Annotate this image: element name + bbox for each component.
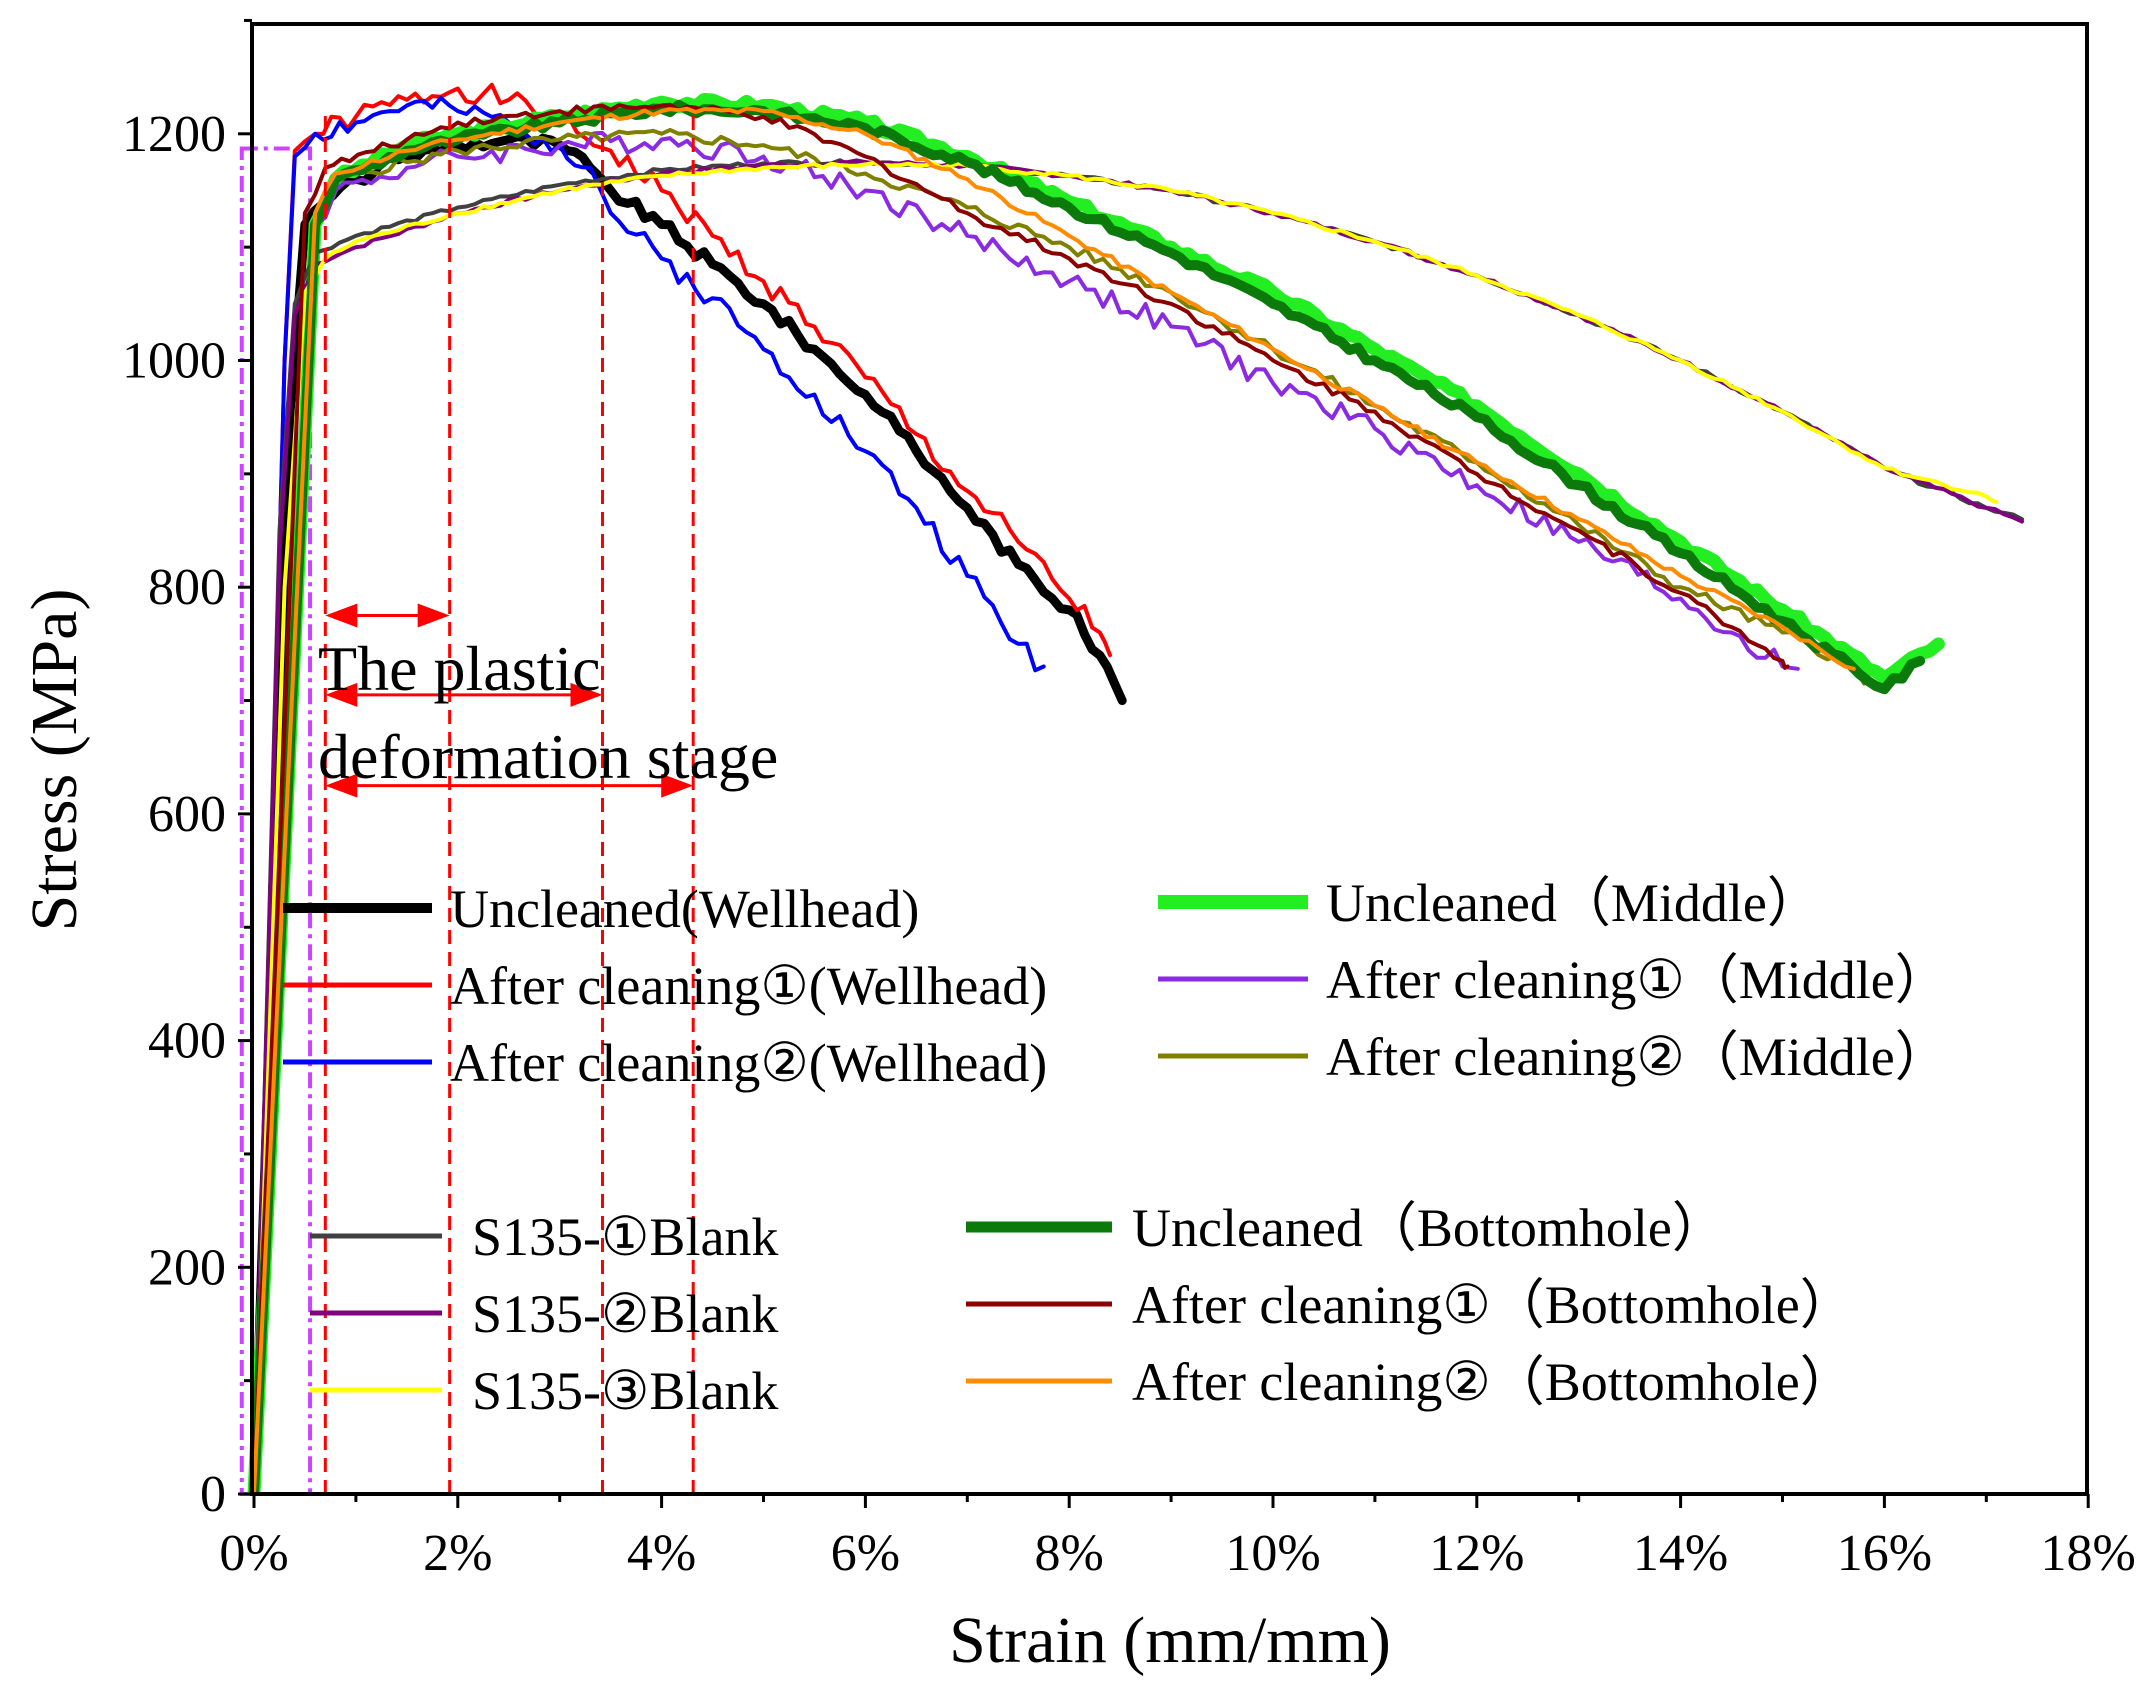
arrow-head-left-0 bbox=[325, 603, 358, 628]
legend: Uncleaned(Wellhead) After cleaning①(Wellh… bbox=[283, 873, 1949, 1421]
y-tick-label-4: 800 bbox=[148, 559, 226, 616]
arrow-head-left-2 bbox=[325, 773, 358, 798]
series-line-4 bbox=[252, 130, 1800, 1494]
x-axis-title: Strain (mm/mm) bbox=[949, 1604, 1391, 1677]
x-tick-label-4: 8% bbox=[1035, 1525, 1104, 1582]
legend-label-3-0: Uncleaned（Bottomhole） bbox=[1132, 1198, 1726, 1258]
series-line-2 bbox=[252, 95, 1046, 1494]
y-axis-title: Stress (MPa) bbox=[18, 589, 91, 932]
y-tick-label-3: 600 bbox=[148, 786, 226, 843]
x-tick-label-2: 4% bbox=[627, 1525, 696, 1582]
series-line-1 bbox=[252, 82, 1112, 1494]
series-layer bbox=[247, 82, 2024, 1494]
legend-label-3-1: After cleaning①（Bottomhole） bbox=[1132, 1275, 1854, 1335]
legend-label-1-0: Uncleaned（Middle） bbox=[1326, 873, 1821, 933]
legend-label-2-1: S135-②Blank bbox=[472, 1284, 778, 1344]
x-tick-label-1: 2% bbox=[423, 1525, 492, 1582]
arrow-head-right-1 bbox=[570, 682, 603, 707]
legend-label-1-2: After cleaning②（Middle） bbox=[1326, 1027, 1949, 1087]
legend-label-0-2: After cleaning②(Wellhead) bbox=[450, 1033, 1047, 1093]
y-tick-label-2: 400 bbox=[148, 1013, 226, 1070]
y-tick-label-1: 200 bbox=[148, 1239, 226, 1296]
annotation-layer bbox=[323, 111, 695, 1494]
y-tick-label-5: 1000 bbox=[122, 333, 226, 390]
series-line-5 bbox=[252, 127, 1866, 1494]
series-line-8 bbox=[252, 160, 1999, 1494]
x-tick-label-6: 12% bbox=[1429, 1525, 1524, 1582]
y-tick-label-6: 1200 bbox=[122, 106, 226, 163]
x-tick-label-5: 10% bbox=[1225, 1525, 1320, 1582]
series-line-11 bbox=[252, 106, 1856, 1494]
x-tick-label-7: 14% bbox=[1633, 1525, 1728, 1582]
plot-frame bbox=[250, 22, 2089, 1496]
legend-label-0-1: After cleaning①(Wellhead) bbox=[450, 956, 1047, 1016]
y-tick-label-0: 0 bbox=[200, 1466, 226, 1523]
series-line-10 bbox=[252, 102, 1790, 1494]
annotation-text-line1: The plastic bbox=[318, 633, 601, 704]
x-tick-label-9: 18% bbox=[2041, 1525, 2136, 1582]
x-tick-label-3: 6% bbox=[831, 1525, 900, 1582]
x-tick-label-8: 16% bbox=[1837, 1525, 1932, 1582]
annotation-text-line2: deformation stage bbox=[318, 721, 778, 792]
arrow-head-left-1 bbox=[325, 682, 358, 707]
legend-label-1-1: After cleaning①（Middle） bbox=[1326, 950, 1949, 1010]
arrow-head-right-0 bbox=[417, 603, 450, 628]
legend-label-2-2: S135-③Blank bbox=[472, 1361, 778, 1421]
axes-layer: 0% 2% 4% 6% 8% 10% 12% 14% 16% 18% 0 200 400 600 800 10… bbox=[122, 18, 2136, 1582]
x-tick-label-0: 0% bbox=[219, 1525, 288, 1582]
arrow-head-right-2 bbox=[661, 773, 694, 798]
legend-label-3-2: After cleaning②（Bottomhole） bbox=[1132, 1352, 1854, 1412]
legend-label-2-0: S135-①Blank bbox=[472, 1207, 778, 1267]
legend-label-0-0: Uncleaned(Wellhead) bbox=[450, 879, 919, 939]
